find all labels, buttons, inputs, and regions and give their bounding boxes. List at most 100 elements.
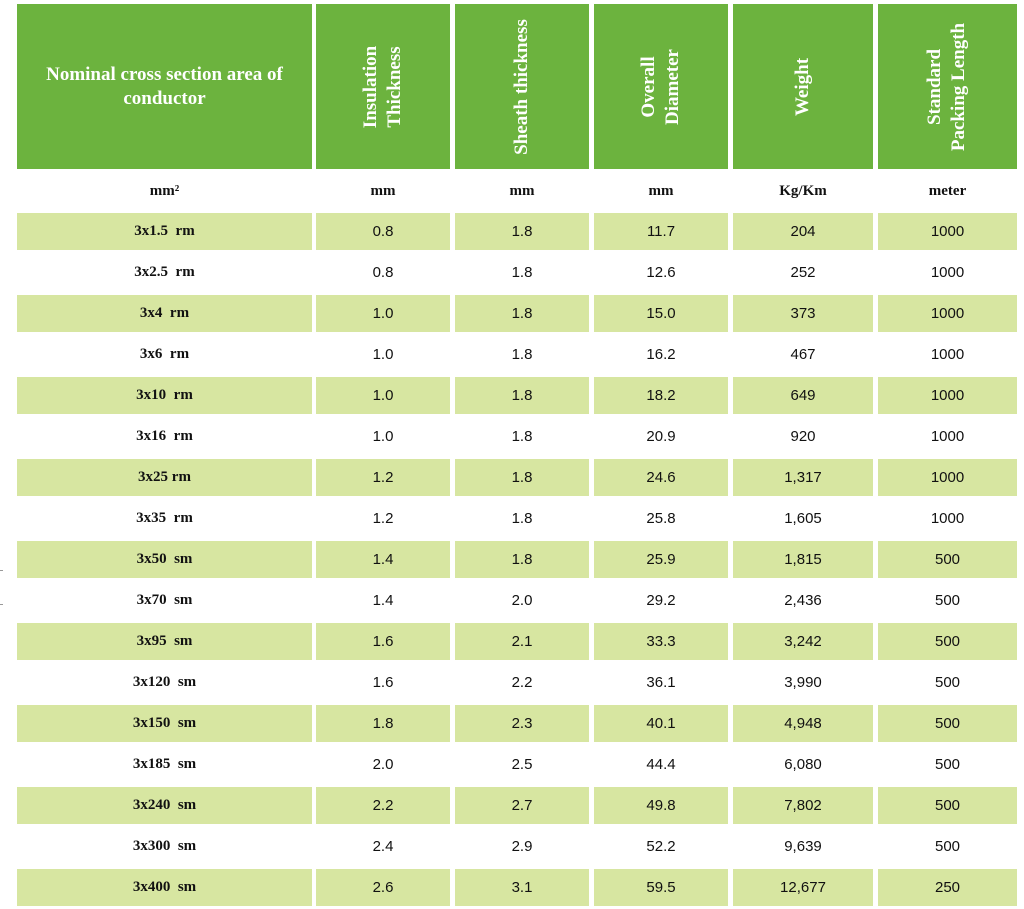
cell-insulation-thickness: 1.4	[316, 541, 450, 578]
cell-sheath-thickness: 2.1	[455, 623, 589, 660]
cell-packing-length: 1000	[878, 459, 1017, 496]
cell-packing-length: 500	[878, 623, 1017, 660]
cell-insulation-thickness: 1.0	[372, 346, 394, 363]
cell-sheath-thickness: 1.8	[455, 213, 589, 250]
cell-conductor-area: 3x300 sm	[132, 838, 197, 854]
cell-conductor-area: 3x50 sm	[17, 541, 312, 578]
cell-sheath-thickness: 1.8	[455, 541, 589, 578]
unit-conductor-area: mm²	[149, 182, 180, 199]
cell-overall-diameter: 15.0	[594, 295, 728, 332]
header-weight: Weight	[733, 4, 873, 169]
cell-overall-diameter: 25.8	[646, 510, 676, 527]
margin-tick	[0, 570, 3, 571]
cell-insulation-thickness: 1.2	[372, 510, 394, 527]
cell-weight: 2,436	[784, 592, 822, 609]
cell-packing-length: 500	[878, 541, 1017, 578]
cell-conductor-area: 3x2.5 rm	[134, 264, 195, 280]
cell-sheath-thickness: 1.8	[455, 377, 589, 414]
cell-insulation-thickness: 1.6	[372, 674, 394, 691]
header-sheath-thickness-line: Sheath thickness	[511, 18, 533, 155]
cell-overall-diameter: 29.2	[646, 592, 676, 609]
header-conductor-area: Nominal cross section area of conductor	[17, 4, 312, 169]
cell-conductor-area: 3x1.5 rm	[17, 213, 312, 250]
cell-sheath-thickness: 2.5	[511, 756, 533, 773]
cell-insulation-thickness: 1.4	[372, 592, 394, 609]
cell-insulation-thickness: 2.4	[372, 838, 394, 855]
cell-packing-length: 1000	[930, 510, 965, 527]
cell-sheath-thickness: 1.8	[511, 346, 533, 363]
cell-overall-diameter: 40.1	[594, 705, 728, 742]
cell-insulation-thickness: 0.8	[372, 264, 394, 281]
header-overall-diameter-label: Overall Diameter	[637, 49, 685, 125]
cell-sheath-thickness: 3.1	[455, 869, 589, 906]
cell-conductor-area: 3x185 sm	[132, 756, 197, 772]
header-overall-diameter: Overall Diameter	[594, 4, 728, 169]
cell-overall-diameter: 59.5	[594, 869, 728, 906]
cell-insulation-thickness: 1.2	[316, 459, 450, 496]
cell-overall-diameter: 12.6	[646, 264, 676, 281]
header-insulation-thickness-line: Insulation	[360, 45, 381, 128]
cell-overall-diameter: 36.1	[646, 674, 676, 691]
header-weight-line: Weight	[792, 57, 813, 116]
cell-weight: 7,802	[733, 787, 873, 824]
cell-insulation-thickness: 2.2	[316, 787, 450, 824]
cell-packing-length: 500	[878, 705, 1017, 742]
cell-sheath-thickness: 2.7	[455, 787, 589, 824]
cell-conductor-area: 3x25 rm	[17, 459, 312, 496]
cell-conductor-area: 3x95 sm	[17, 623, 312, 660]
cell-packing-length: 1000	[930, 346, 965, 363]
cell-overall-diameter: 52.2	[646, 838, 676, 855]
cell-conductor-area: 3x6 rm	[139, 346, 190, 362]
cell-packing-length: 250	[878, 869, 1017, 906]
header-packing-length-line: Packing Length	[948, 22, 970, 151]
cell-overall-diameter: 49.8	[594, 787, 728, 824]
header-overall-diameter-line: Diameter	[662, 48, 683, 125]
cell-weight: 649	[733, 377, 873, 414]
cell-packing-length: 500	[934, 592, 961, 609]
unit-sheath-thickness: mm	[509, 182, 535, 199]
cell-insulation-thickness: 2.0	[372, 756, 394, 773]
margin-tick	[0, 604, 3, 605]
cell-insulation-thickness: 2.6	[316, 869, 450, 906]
cell-packing-length: 1000	[878, 377, 1017, 414]
header-packing-length-label: Standard Packing Length	[924, 22, 972, 150]
cell-overall-diameter: 44.4	[646, 756, 676, 773]
cell-packing-length: 1000	[878, 213, 1017, 250]
cell-sheath-thickness: 1.8	[511, 428, 533, 445]
cell-weight: 4,948	[733, 705, 873, 742]
header-insulation-thickness-line: Thickness	[384, 45, 405, 128]
cell-sheath-thickness: 1.8	[511, 264, 533, 281]
header-insulation-thickness-label: Insulation Thickness	[359, 45, 407, 127]
unit-insulation-thickness: mm	[370, 182, 396, 199]
cell-weight: 204	[733, 213, 873, 250]
cell-overall-diameter: 18.2	[594, 377, 728, 414]
cell-weight: 6,080	[784, 756, 822, 773]
cell-conductor-area: 3x4 rm	[17, 295, 312, 332]
cell-sheath-thickness: 2.9	[511, 838, 533, 855]
cell-overall-diameter: 33.3	[594, 623, 728, 660]
cell-sheath-thickness: 2.0	[511, 592, 533, 609]
cell-packing-length: 1000	[930, 428, 965, 445]
cell-conductor-area: 3x70 sm	[136, 592, 193, 608]
cell-weight: 9,639	[784, 838, 822, 855]
cell-packing-length: 1000	[930, 264, 965, 281]
header-packing-length-line: Standard	[924, 48, 946, 125]
cell-sheath-thickness: 2.3	[455, 705, 589, 742]
cell-sheath-thickness: 1.8	[455, 295, 589, 332]
cell-sheath-thickness: 1.8	[455, 459, 589, 496]
cell-weight: 373	[733, 295, 873, 332]
header-insulation-thickness: Insulation Thickness	[316, 4, 450, 169]
cell-weight: 1,815	[733, 541, 873, 578]
header-overall-diameter-line: Overall	[638, 55, 659, 118]
cell-weight: 3,242	[733, 623, 873, 660]
cell-conductor-area: 3x240 sm	[17, 787, 312, 824]
cell-weight: 920	[790, 428, 816, 445]
header-weight-label: Weight	[791, 57, 815, 115]
cell-sheath-thickness: 1.8	[511, 510, 533, 527]
cell-weight: 252	[790, 264, 816, 281]
cell-overall-diameter: 24.6	[594, 459, 728, 496]
cell-insulation-thickness: 1.0	[316, 295, 450, 332]
cell-sheath-thickness: 2.2	[511, 674, 533, 691]
cell-insulation-thickness: 1.0	[372, 428, 394, 445]
